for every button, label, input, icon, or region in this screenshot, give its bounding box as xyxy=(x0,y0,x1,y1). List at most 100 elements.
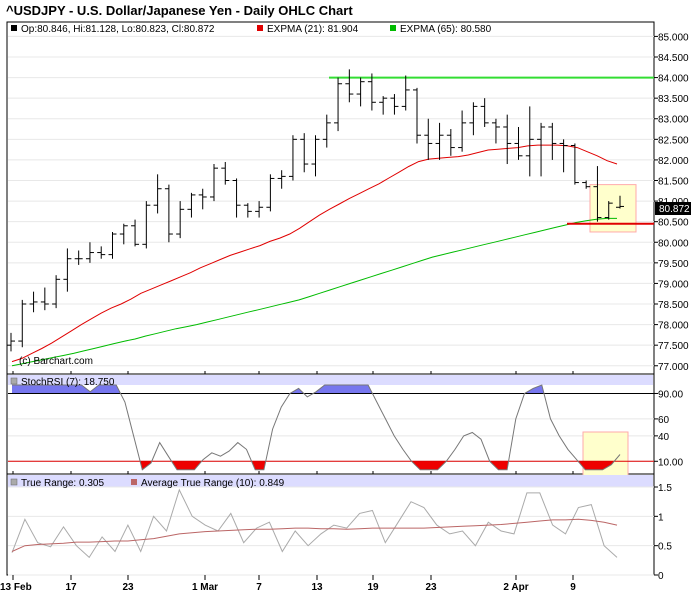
stochrsi-header-band xyxy=(8,375,653,385)
price-grid xyxy=(8,35,654,367)
stochrsi-zone-fill xyxy=(524,385,544,394)
ohlc-bar[interactable] xyxy=(435,122,444,160)
stochrsi-fills xyxy=(12,385,615,470)
ohlc-bar[interactable] xyxy=(131,219,140,247)
ohlc-bar[interactable] xyxy=(221,161,230,185)
x-tick-label: 13 Feb xyxy=(0,582,32,593)
stochrsi-zone-fill xyxy=(251,461,266,470)
ohlc-bar[interactable] xyxy=(232,178,241,218)
ohlc-bar[interactable] xyxy=(153,174,162,214)
price-tick-label: 84.500 xyxy=(658,53,689,64)
ohlc-bar[interactable] xyxy=(198,188,207,210)
ohlc-bar[interactable] xyxy=(604,201,613,220)
ohlc-bar[interactable] xyxy=(187,192,196,218)
ohlc-bar[interactable] xyxy=(367,73,376,111)
price-tick-label: 80.500 xyxy=(658,218,689,229)
ohlc-legend-text: Op:80.846, Hi:81.128, Lo:80.823, Cl:80.8… xyxy=(21,24,215,35)
truerange-header-band xyxy=(8,475,653,487)
ohlc-bar[interactable] xyxy=(74,250,83,265)
price-panel[interactable] xyxy=(6,21,655,375)
ohlc-bar[interactable] xyxy=(322,114,331,148)
price-tick-label: 79.500 xyxy=(658,259,689,270)
ohlc-bar[interactable] xyxy=(570,143,579,185)
ohlc-bar[interactable] xyxy=(97,246,106,259)
ohlc-bar[interactable] xyxy=(424,118,433,160)
ohlc-bar[interactable] xyxy=(311,135,320,177)
x-tick-label: 19 xyxy=(367,582,379,593)
ohlc-bar[interactable] xyxy=(503,114,512,165)
ohlc-bar[interactable] xyxy=(593,166,602,222)
stochrsi-tick-label: 40 xyxy=(658,432,670,443)
ohlc-bar[interactable] xyxy=(480,98,489,127)
ema21-legend-text: EXPMA (21): 81.904 xyxy=(267,24,359,35)
ohlc-bar[interactable] xyxy=(469,102,478,136)
ohlc-bar[interactable] xyxy=(548,122,557,160)
price-tick-label: 77.000 xyxy=(658,362,689,373)
ohlc-bar[interactable] xyxy=(277,170,286,189)
price-tick-label: 81.500 xyxy=(658,177,689,188)
ohlc-bar[interactable] xyxy=(582,180,591,189)
price-tick-label: 83.000 xyxy=(658,115,689,126)
price-tick-label: 83.500 xyxy=(658,94,689,105)
ohlc-bar[interactable] xyxy=(491,118,500,144)
ohlc-bar[interactable] xyxy=(288,135,297,181)
atr-legend-text: Average True Range (10): 0.849 xyxy=(141,478,285,489)
ohlc-bar[interactable] xyxy=(537,122,546,177)
ohlc-bar[interactable] xyxy=(525,106,534,177)
x-tick-label: 17 xyxy=(65,582,77,593)
ohlc-bar[interactable] xyxy=(164,184,173,243)
stochrsi-legend-swatch xyxy=(10,377,18,385)
price-tick-label: 79.000 xyxy=(658,279,689,290)
stochrsi-zone-fill xyxy=(489,461,509,470)
ohlc-bar[interactable] xyxy=(119,223,128,245)
ohlc-bar[interactable] xyxy=(446,129,455,156)
stochrsi-tick-label: 10.00 xyxy=(658,457,683,468)
ohlc-bar[interactable] xyxy=(345,69,354,103)
x-tick-label: 9 xyxy=(570,582,576,593)
ohlc-bar[interactable] xyxy=(255,201,264,218)
ohlc-bar[interactable] xyxy=(63,248,72,292)
ohlc-bar[interactable] xyxy=(210,164,218,202)
truerange-tick-label: 0 xyxy=(658,571,664,582)
ohlc-bar[interactable] xyxy=(356,77,365,107)
ohlc-bar[interactable] xyxy=(559,139,568,173)
price-tick-label: 77.500 xyxy=(658,341,689,352)
ohlc-bar[interactable] xyxy=(266,174,275,212)
ohlc-bar[interactable] xyxy=(413,87,421,144)
ohlc-bar[interactable] xyxy=(7,332,15,352)
ohlc-bar[interactable] xyxy=(108,231,117,259)
stochrsi-tick-label: 90.00 xyxy=(658,389,683,400)
x-tick-label: 13 xyxy=(311,582,323,593)
ohlc-bar[interactable] xyxy=(458,110,467,152)
ohlc-bar[interactable] xyxy=(52,275,61,309)
ohlc-bar[interactable] xyxy=(390,94,399,115)
ohlc-bar[interactable] xyxy=(514,126,523,160)
true-range-line xyxy=(11,488,618,559)
stochrsi-line xyxy=(12,384,621,471)
ohlc-bar[interactable] xyxy=(379,96,388,115)
atr-legend-swatch xyxy=(131,479,137,485)
x-axis: 13 Feb 17 23 1 Mar 7 13 19 23 2 Apr 9 xyxy=(0,371,576,593)
ohlc-bar[interactable] xyxy=(29,291,38,313)
ema21-legend-swatch xyxy=(257,25,263,31)
ohlc-bar[interactable] xyxy=(401,75,410,111)
ohlc-bar[interactable] xyxy=(300,133,309,173)
ohlc-bar[interactable] xyxy=(616,195,624,209)
ohlc-bar[interactable] xyxy=(176,201,185,239)
ohlc-bar[interactable] xyxy=(18,299,27,348)
ohlc-bar[interactable] xyxy=(40,287,49,311)
ohlc-bar[interactable] xyxy=(334,77,343,132)
chart-title: ^USDJPY - U.S. Dollar/Japanese Yen - Dai… xyxy=(6,3,353,18)
ohlc-bar[interactable] xyxy=(85,242,94,263)
ema65-legend-swatch xyxy=(390,25,396,31)
ohlc-bar[interactable] xyxy=(142,201,151,249)
ohlc-legend-swatch xyxy=(11,25,17,31)
ohlc-bars xyxy=(7,69,624,352)
price-tick-label: 85.000 xyxy=(658,32,689,43)
credit-text: (c) Barchart.com xyxy=(19,356,93,367)
ohlc-bar[interactable] xyxy=(243,203,252,218)
truerange-panel[interactable] xyxy=(6,473,655,576)
stochrsi-zone-fill xyxy=(12,385,121,394)
truerange-tick-label: 1 xyxy=(658,512,664,523)
ema21-line xyxy=(11,144,618,363)
